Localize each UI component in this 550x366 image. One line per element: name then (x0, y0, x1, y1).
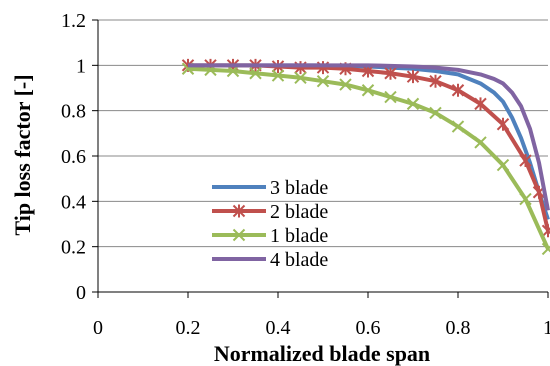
legend-entry: 1 blade (212, 225, 328, 247)
x-tick-label: 0.8 (446, 317, 471, 339)
x-axis-title: Normalized blade span (214, 341, 430, 366)
data-point-marker (271, 69, 285, 82)
data-point-marker (429, 74, 442, 88)
data-point-marker (384, 90, 397, 104)
data-point-marker (339, 78, 352, 91)
x-tick-label: 0.6 (356, 317, 381, 339)
legend-entry: 2 blade (212, 201, 328, 223)
legend-label: 3 blade (270, 177, 328, 199)
data-point-marker (451, 83, 465, 97)
data-point-marker (361, 84, 375, 97)
data-point-marker (541, 242, 550, 256)
legend-marker (232, 228, 246, 242)
series-4 (188, 63, 550, 211)
legend-marker (232, 204, 246, 218)
data-point-marker (249, 67, 262, 80)
x-tick-label: 0.2 (176, 317, 201, 339)
x-tick-label: 0 (93, 317, 103, 339)
y-tick-label: 0.2 (61, 237, 86, 259)
legend-entry: 3 blade (212, 177, 328, 199)
data-point-marker (474, 97, 487, 111)
y-tick-label: 0.4 (61, 191, 86, 213)
series-line (188, 63, 550, 211)
y-tick-label: 0.8 (61, 101, 86, 123)
axes (92, 19, 549, 298)
legend-label: 4 blade (270, 249, 328, 271)
data-point-marker (384, 66, 397, 80)
data-point-marker (474, 136, 487, 149)
plot-series (181, 58, 550, 256)
data-point-marker (316, 74, 330, 88)
data-point-marker (519, 154, 532, 168)
data-point-marker (429, 106, 442, 120)
legend-label: 1 blade (270, 225, 328, 247)
x-tick-label: 1 (543, 317, 550, 339)
y-tick-label: 1 (76, 55, 86, 77)
legend-label: 2 blade (270, 201, 328, 223)
data-point-marker (496, 158, 510, 172)
x-tick-label: 0.4 (266, 317, 291, 339)
series-3 (181, 62, 550, 256)
data-point-marker (541, 224, 550, 238)
data-point-marker (519, 192, 532, 206)
data-point-marker (451, 120, 465, 133)
data-point-marker (294, 71, 307, 85)
data-point-marker (406, 70, 420, 84)
y-tick-label: 0.6 (61, 146, 86, 168)
y-tick-label: 1.2 (61, 10, 86, 32)
legend-entry: 4 blade (212, 249, 328, 271)
y-axis-title: Tip loss factor [-] (10, 74, 35, 235)
data-point-marker (496, 117, 510, 131)
y-tick-label: 0 (76, 282, 86, 304)
series-line (187, 66, 550, 250)
data-point-marker (406, 97, 420, 111)
tick-labels: 0 0.2 0.4 0.6 0.8 1 1.2 0 0.2 0.4 0.6 0.8 1 (61, 10, 550, 339)
data-point-marker (226, 64, 240, 78)
